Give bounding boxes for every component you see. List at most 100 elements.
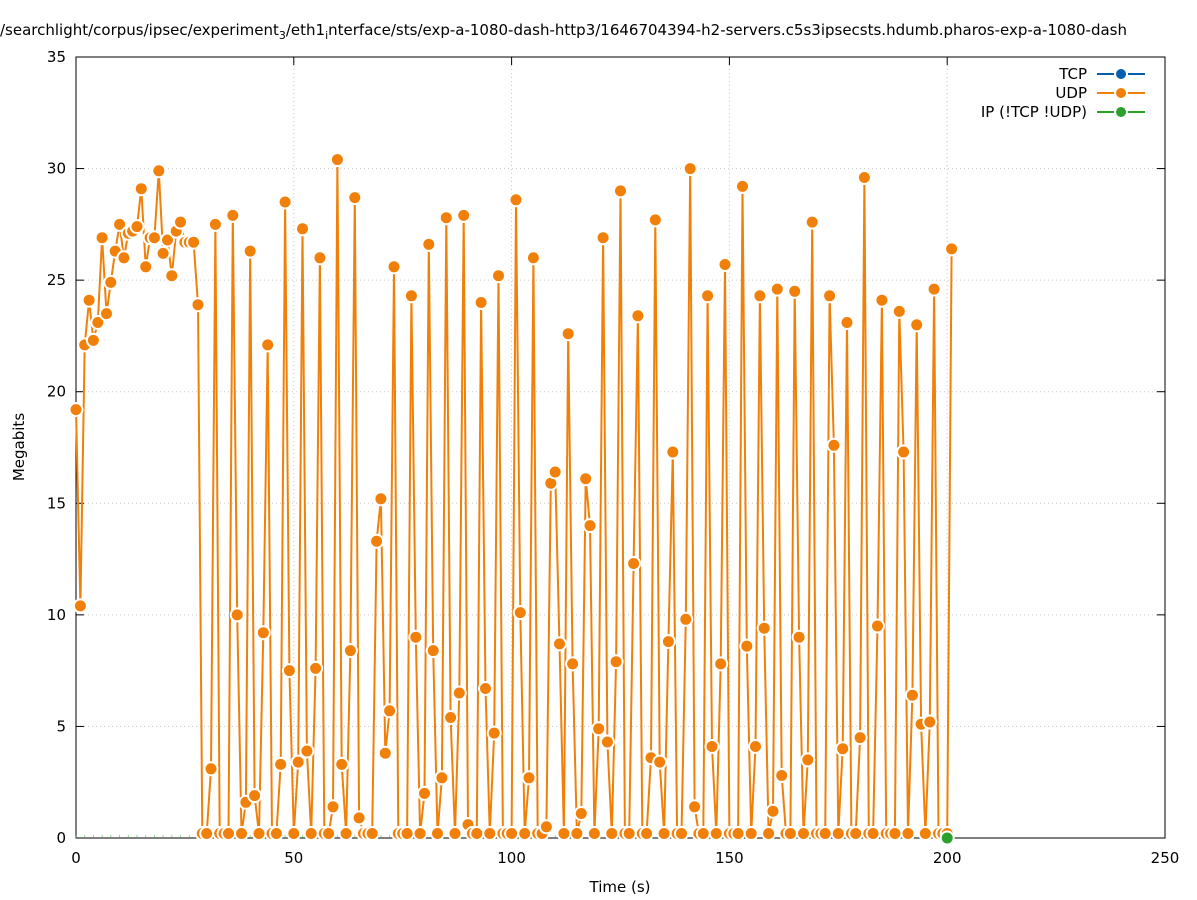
data-point (94, 230, 110, 246)
data-point (512, 605, 528, 621)
data-point (508, 192, 524, 208)
data-point (286, 826, 302, 841)
data-point (639, 826, 655, 841)
data-point (90, 315, 106, 330)
data-point (151, 163, 167, 179)
data-point (756, 620, 772, 636)
data-point (922, 714, 938, 730)
chart-title-part-1: /searchlight/corpus/ipsec/experiment (0, 21, 279, 39)
data-point (891, 303, 907, 319)
data-point (478, 681, 493, 696)
data-point (761, 826, 777, 841)
data-point (917, 826, 933, 841)
data-point (765, 803, 781, 819)
data-point (796, 826, 811, 841)
data-point (652, 754, 668, 770)
data-point (251, 826, 267, 841)
data-point (787, 283, 803, 299)
data-point (68, 402, 84, 418)
data-point (848, 826, 864, 841)
data-point (556, 826, 572, 841)
data-point (351, 810, 367, 826)
data-point (491, 268, 506, 284)
tick-labels: 0 50 100 150 200 250 0 5 10 15 20 25 30 35 (47, 48, 1179, 867)
data-point (900, 826, 916, 841)
data-point (229, 607, 245, 623)
data-point (748, 739, 763, 754)
data-point (569, 826, 585, 841)
chart-title-sub-2: i (325, 29, 328, 42)
data-point (408, 629, 424, 645)
data-point (255, 625, 271, 641)
chart-title-part-3: nterface/sts/exp-a-1080-dash-http3/16467… (328, 21, 1127, 39)
data-point (146, 230, 162, 246)
data-point (565, 656, 581, 672)
series-layer (68, 152, 960, 846)
data-point (599, 734, 615, 750)
data-point (856, 170, 872, 185)
data-point (839, 315, 855, 330)
data-point (926, 281, 942, 297)
data-point (525, 250, 541, 266)
data-point (626, 556, 642, 571)
data-point (334, 756, 350, 772)
data-point (538, 819, 554, 835)
data-point (186, 234, 202, 250)
y-tick-label: 35 (47, 48, 66, 66)
data-point (665, 444, 681, 460)
series-2 (939, 830, 955, 846)
x-axis-title: Time (s) (589, 878, 651, 896)
data-point (774, 768, 790, 783)
data-point (822, 288, 838, 304)
data-point (403, 288, 419, 304)
data-point (221, 826, 236, 841)
data-point (417, 785, 432, 801)
data-point (517, 826, 533, 841)
legend-marker (1114, 86, 1128, 100)
data-point (473, 295, 489, 310)
data-point (521, 770, 537, 786)
data-point (133, 181, 149, 197)
data-point (112, 216, 128, 232)
data-point (791, 629, 807, 645)
data-point (682, 161, 698, 177)
y-tick-label: 0 (56, 829, 66, 847)
data-point (944, 241, 960, 257)
data-point (138, 259, 154, 275)
data-point (325, 799, 341, 815)
data-point (804, 214, 820, 230)
data-point (295, 221, 310, 237)
data-point (573, 806, 589, 821)
data-point (260, 337, 276, 353)
data-point (769, 281, 785, 297)
data-point (72, 598, 88, 614)
data-point (321, 826, 337, 841)
data-point (129, 219, 145, 235)
y-tick-label: 20 (47, 383, 66, 401)
data-point (486, 725, 502, 741)
data-point (547, 464, 563, 480)
data-point (482, 826, 498, 841)
data-point (281, 663, 297, 679)
data-point (835, 741, 851, 757)
data-point (904, 687, 920, 703)
x-tick-label: 100 (497, 849, 526, 867)
x-tick-label: 200 (933, 849, 962, 867)
chart-title-part-2: /eth1 (286, 21, 325, 39)
data-point (399, 826, 415, 841)
data-point (386, 259, 402, 275)
data-point (887, 826, 903, 841)
data-point (443, 710, 459, 725)
data-point (299, 743, 315, 759)
x-tick-label: 150 (715, 849, 744, 867)
data-point (578, 471, 594, 487)
data-point (377, 745, 393, 761)
data-point (347, 190, 363, 206)
data-point (338, 826, 354, 841)
data-point (800, 752, 816, 768)
data-point (277, 194, 293, 210)
y-tick-label: 10 (47, 606, 66, 624)
data-point (678, 611, 694, 627)
